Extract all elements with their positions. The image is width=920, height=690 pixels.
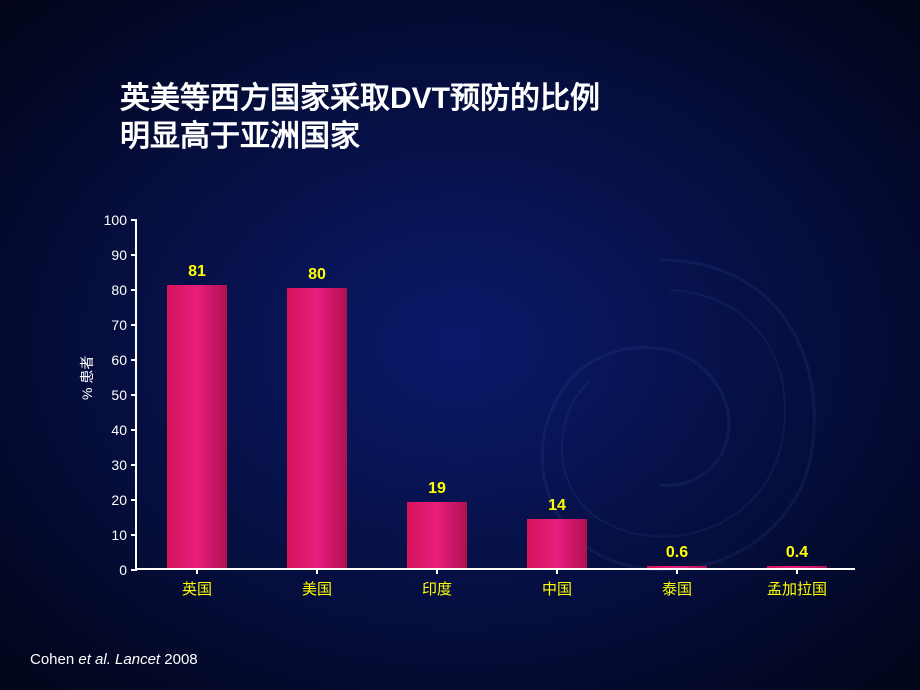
y-tick: [131, 499, 137, 501]
bar-group: 81: [167, 263, 227, 569]
y-tick-label: 20: [111, 492, 127, 508]
y-tick-label: 90: [111, 247, 127, 263]
bar-group: 80: [287, 266, 347, 568]
bar-value-label: 0.4: [786, 544, 808, 562]
citation-journal: et al. Lancet: [78, 651, 164, 668]
x-tick-label: 英国: [182, 578, 212, 599]
y-tick: [131, 359, 137, 361]
y-tick-label: 30: [111, 457, 127, 473]
bar: [527, 519, 587, 568]
citation: Cohen et al. Lancet 2008: [30, 651, 198, 668]
bar-value-label: 80: [308, 266, 326, 284]
y-tick: [131, 429, 137, 431]
x-tick-label: 中国: [542, 578, 572, 599]
plot-area: 010203040506070809010081英国80美国19印度14中国0.…: [135, 220, 855, 570]
citation-author: Cohen: [30, 651, 78, 668]
bar-chart: % 患者 010203040506070809010081英国80美国19印度1…: [75, 210, 875, 610]
x-tick-label: 印度: [422, 578, 452, 599]
title-line-1: 英美等西方国家采取DVT预防的比例: [120, 80, 840, 118]
title-line-2: 明显高于亚洲国家: [120, 118, 840, 156]
x-tick: [676, 568, 678, 574]
x-tick: [316, 568, 318, 574]
slide-title: 英美等西方国家采取DVT预防的比例 明显高于亚洲国家: [120, 80, 840, 155]
x-tick: [436, 568, 438, 574]
y-tick-label: 60: [111, 352, 127, 368]
y-tick: [131, 534, 137, 536]
x-tick: [556, 568, 558, 574]
bar-value-label: 81: [188, 263, 206, 281]
y-tick-label: 100: [104, 212, 127, 228]
y-tick: [131, 254, 137, 256]
y-tick-label: 40: [111, 422, 127, 438]
y-tick: [131, 289, 137, 291]
citation-year: 2008: [164, 651, 197, 668]
y-axis-label: % 患者: [77, 356, 97, 400]
x-tick-label: 泰国: [662, 578, 692, 599]
bar-group: 0.6: [647, 544, 707, 568]
y-tick-label: 10: [111, 527, 127, 543]
bar-group: 14: [527, 497, 587, 568]
y-tick: [131, 464, 137, 466]
bar-value-label: 19: [428, 480, 446, 498]
bar-value-label: 0.6: [666, 544, 688, 562]
y-tick-label: 0: [119, 562, 127, 578]
y-tick-label: 80: [111, 282, 127, 298]
y-tick: [131, 394, 137, 396]
bar: [287, 288, 347, 568]
x-tick: [196, 568, 198, 574]
y-tick: [131, 569, 137, 571]
bar: [167, 285, 227, 569]
y-tick: [131, 219, 137, 221]
y-tick-label: 70: [111, 317, 127, 333]
x-tick: [796, 568, 798, 574]
y-tick: [131, 324, 137, 326]
x-tick-label: 孟加拉国: [767, 578, 827, 599]
bar-group: 0.4: [767, 544, 827, 568]
bar-group: 19: [407, 480, 467, 569]
bar: [407, 502, 467, 569]
x-tick-label: 美国: [302, 578, 332, 599]
y-tick-label: 50: [111, 387, 127, 403]
bar-value-label: 14: [548, 497, 566, 515]
